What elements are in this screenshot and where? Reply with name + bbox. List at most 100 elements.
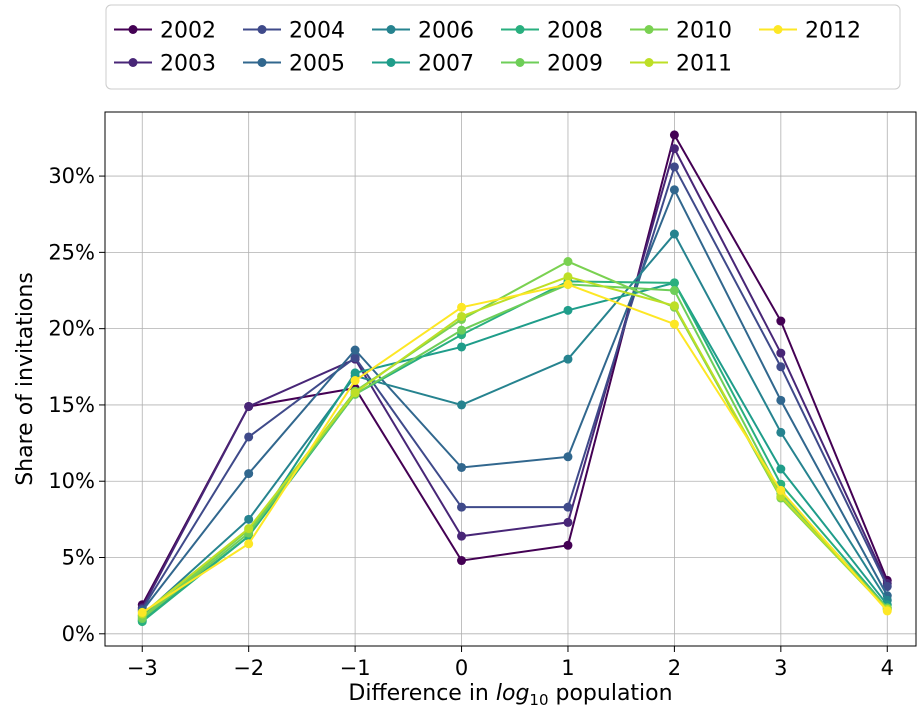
legend-label: 2006 [418,19,474,44]
data-point [457,325,467,335]
data-point [669,130,679,140]
y-tick-label: 5% [62,546,95,570]
series-line [141,145,889,609]
legend-swatch-marker [386,25,396,34]
x-axis-label-log: log [496,681,530,706]
data-point [350,345,360,355]
legend-swatch-marker [257,58,267,67]
data-point [669,162,679,172]
data-point [563,257,573,267]
data-point [669,144,679,154]
legend-label: 2004 [289,19,345,44]
plot-frame [104,111,917,647]
grid [105,112,916,646]
data-point [563,540,573,550]
x-axis-label-subscript: 10 [529,691,548,709]
y-tick-label: 30% [48,164,95,188]
data-point [457,556,467,566]
legend-label: 2011 [676,52,732,77]
series-line [141,283,889,614]
series-line [141,260,888,618]
legend-swatch-marker [386,58,396,67]
legend-label: 2007 [418,52,474,77]
legend-swatch-marker [128,58,138,67]
data-point [457,502,467,512]
data-point [137,607,147,617]
legend-label: 2010 [676,19,732,44]
data-point [563,354,573,364]
data-point [350,353,360,363]
data-point [669,185,679,195]
y-tick-label: 20% [48,317,95,341]
data-point [669,301,679,311]
ticks: −3 −2 −1 0 1 2 3 4 0% 5% 10% 15% 20% 25% 30% [48,164,894,680]
x-tick-label: 1 [561,656,574,680]
legend-label: 2005 [289,52,345,77]
series-2006 [137,229,892,620]
data-point [457,531,467,541]
series-line [141,275,888,615]
data-point [669,229,679,239]
data-point [563,272,573,282]
x-tick-label: 0 [455,656,468,680]
data-point [563,305,573,315]
x-axis-label-prefix: Difference in [348,681,495,706]
legend-item: 2011 [630,52,732,77]
data-point [244,432,254,442]
data-point [669,278,679,288]
data-point [776,395,786,405]
data-point [776,348,786,358]
data-point [244,401,254,411]
data-point [457,400,467,410]
legend-label: 2008 [547,19,603,44]
data-point [244,539,254,549]
data-point [563,502,573,512]
data-point [776,362,786,372]
series-layer [137,130,892,627]
data-point [350,368,360,378]
legend-swatch-marker [773,25,783,34]
legend-label: 2002 [160,19,216,44]
data-point [350,376,360,386]
x-tick-label: −2 [233,656,264,680]
legend-swatch-marker [257,25,267,34]
legend-item: 2005 [243,52,345,77]
x-tick-label: 4 [881,656,894,680]
data-point [563,517,573,527]
y-tick-label: 0% [62,622,95,646]
data-point [563,452,573,462]
x-tick-label: 3 [774,656,787,680]
legend-label: 2003 [160,52,216,77]
data-point [776,427,786,437]
data-point [457,302,467,312]
series-line [141,187,889,612]
data-point [457,311,467,321]
legend-swatch-marker [515,58,525,67]
x-tick-label: 2 [668,656,681,680]
series-line [141,232,889,617]
series-line [141,283,888,620]
legend-swatch-marker [128,25,138,34]
y-tick-label: 15% [48,393,95,417]
legend-label: 2009 [547,52,603,77]
data-point [244,469,254,479]
legend-label: 2012 [805,19,861,44]
legend-item: 2002 [114,19,216,44]
series-2005 [137,185,892,616]
y-tick-label: 25% [48,240,95,264]
legend-box [105,4,901,90]
x-axis-label: Difference in log10 population [348,681,672,709]
series-2009 [137,279,892,624]
series-line [141,281,889,621]
data-point [457,462,467,472]
data-point [457,342,467,352]
x-tick-label: −1 [340,656,371,680]
data-point [776,464,786,474]
series-line [141,132,889,606]
legend-item: 2004 [243,19,345,44]
legend-item: 2009 [501,52,603,77]
x-tick-label: −3 [127,656,158,680]
data-point [776,316,786,326]
